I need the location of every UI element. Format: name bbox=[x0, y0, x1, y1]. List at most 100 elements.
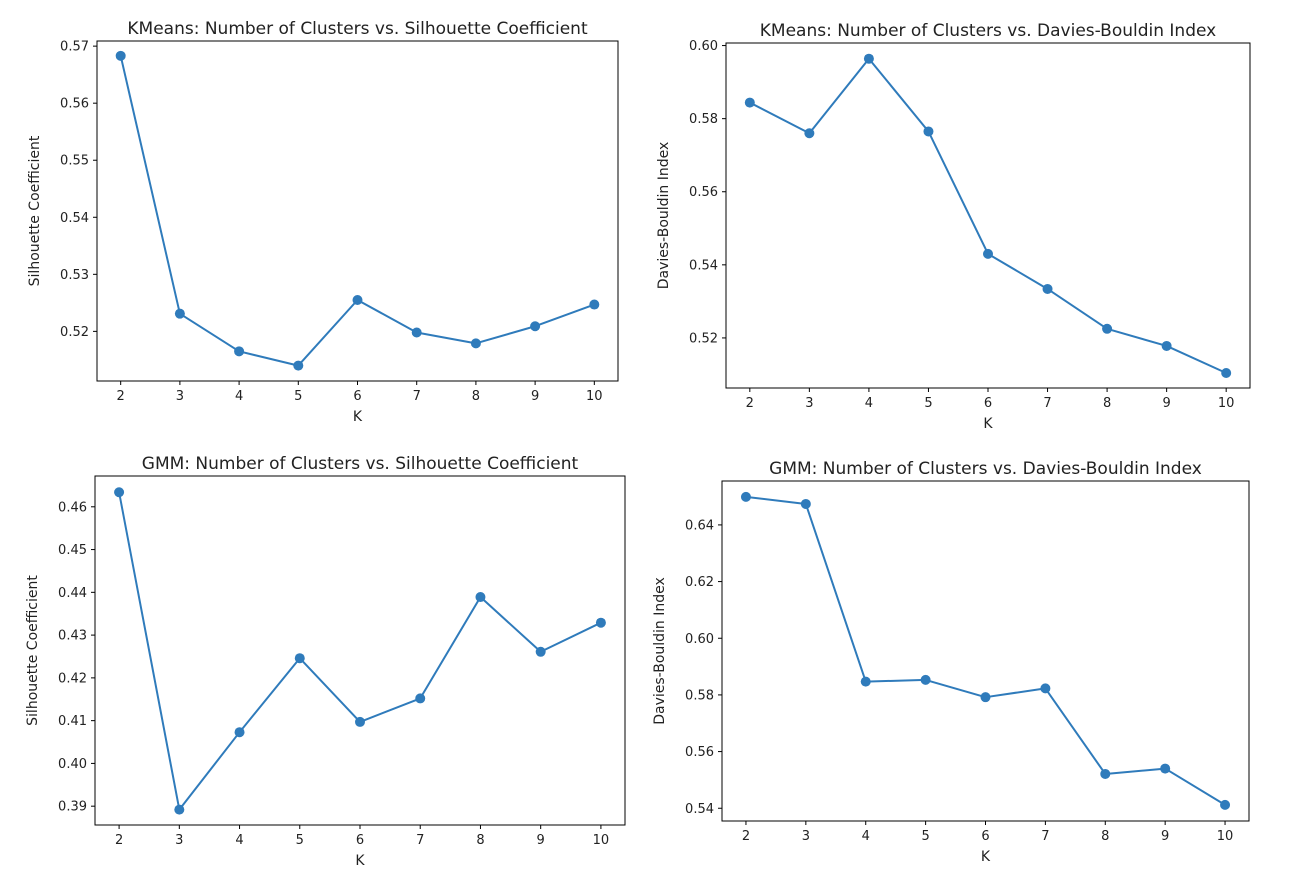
data-point bbox=[1160, 763, 1171, 774]
data-point bbox=[415, 693, 426, 704]
y-tick-label: 0.39 bbox=[58, 800, 87, 815]
data-point bbox=[980, 692, 991, 703]
data-point bbox=[293, 360, 304, 371]
x-tick-label: 4 bbox=[235, 389, 243, 404]
x-tick-label: 6 bbox=[353, 389, 361, 404]
y-tick-label: 0.58 bbox=[689, 112, 718, 127]
data-point bbox=[1042, 283, 1053, 294]
x-tick-label: 2 bbox=[742, 829, 750, 844]
data-point bbox=[1102, 323, 1113, 334]
data-point bbox=[355, 716, 365, 727]
chart-title: GMM: Number of Clusters vs. Davies-Bould… bbox=[769, 459, 1202, 479]
y-tick-label: 0.52 bbox=[689, 331, 718, 346]
x-tick-label: 7 bbox=[1041, 829, 1049, 844]
data-point bbox=[1100, 768, 1111, 779]
data-point bbox=[475, 592, 486, 603]
x-tick-label: 3 bbox=[802, 829, 810, 844]
x-tick-label: 4 bbox=[235, 833, 243, 848]
data-point bbox=[115, 50, 126, 61]
x-tick-label: 8 bbox=[476, 833, 484, 848]
data-point bbox=[589, 299, 600, 310]
x-axis-label: K bbox=[981, 849, 991, 865]
data-point bbox=[234, 727, 245, 738]
x-tick-label: 3 bbox=[805, 396, 813, 411]
data-point bbox=[530, 321, 541, 332]
x-tick-label: 5 bbox=[921, 829, 929, 844]
data-point bbox=[411, 327, 422, 338]
plot-frame bbox=[725, 42, 1251, 389]
x-tick-label: 2 bbox=[115, 833, 123, 848]
x-tick-label: 7 bbox=[1043, 396, 1051, 411]
x-tick-label: 5 bbox=[296, 833, 304, 848]
chart-panel-kmeans-silhouette: KMeans: Number of Clusters vs. Silhouett… bbox=[27, 19, 619, 425]
x-tick-label: 10 bbox=[593, 833, 610, 848]
y-tick-label: 0.40 bbox=[58, 757, 87, 772]
y-tick-label: 0.60 bbox=[685, 632, 714, 647]
series-line bbox=[119, 55, 595, 367]
series-line bbox=[118, 492, 602, 811]
data-point bbox=[1161, 340, 1172, 351]
y-tick-label: 0.60 bbox=[689, 39, 718, 54]
data-point bbox=[860, 676, 871, 687]
y-tick-label: 0.64 bbox=[685, 518, 714, 533]
y-tick-label: 0.44 bbox=[58, 586, 87, 601]
data-point bbox=[800, 498, 811, 509]
y-axis-label: Silhouette Coefficient bbox=[27, 135, 43, 286]
y-axis-label: Davies-Bouldin Index bbox=[656, 142, 672, 290]
plot-frame bbox=[96, 40, 619, 382]
y-tick-label: 0.56 bbox=[689, 185, 718, 200]
y-tick-label: 0.54 bbox=[689, 258, 718, 273]
y-tick-label: 0.58 bbox=[685, 688, 714, 703]
y-tick-label: 0.41 bbox=[58, 714, 87, 729]
chart-panel-gmm-davies-bouldin: GMM: Number of Clusters vs. Davies-Bould… bbox=[652, 459, 1250, 865]
chart-title: KMeans: Number of Clusters vs. Silhouett… bbox=[127, 19, 588, 39]
x-tick-label: 7 bbox=[416, 833, 424, 848]
x-tick-label: 5 bbox=[294, 389, 302, 404]
y-tick-label: 0.42 bbox=[58, 671, 87, 686]
data-point bbox=[234, 346, 245, 357]
x-tick-label: 9 bbox=[531, 389, 539, 404]
x-tick-label: 6 bbox=[984, 396, 992, 411]
x-tick-label: 6 bbox=[981, 829, 989, 844]
x-axis-label: K bbox=[983, 416, 993, 432]
y-tick-label: 0.54 bbox=[60, 211, 89, 226]
y-tick-label: 0.53 bbox=[60, 268, 89, 283]
y-tick-label: 0.56 bbox=[60, 97, 89, 112]
x-tick-label: 7 bbox=[413, 389, 421, 404]
data-point bbox=[114, 487, 125, 498]
x-tick-label: 2 bbox=[746, 396, 754, 411]
y-tick-label: 0.43 bbox=[58, 629, 87, 644]
data-point bbox=[595, 617, 606, 628]
x-tick-label: 6 bbox=[356, 833, 364, 848]
x-tick-label: 8 bbox=[1101, 829, 1109, 844]
data-point bbox=[1221, 368, 1232, 379]
series-line bbox=[745, 495, 1226, 806]
y-tick-label: 0.45 bbox=[58, 543, 87, 558]
x-tick-label: 4 bbox=[862, 829, 870, 844]
data-point bbox=[174, 308, 185, 319]
x-tick-label: 9 bbox=[537, 833, 545, 848]
data-point bbox=[352, 294, 363, 305]
x-axis-label: K bbox=[355, 853, 365, 869]
x-tick-label: 4 bbox=[865, 396, 873, 411]
data-point bbox=[923, 126, 934, 137]
data-point bbox=[535, 646, 546, 657]
series-line bbox=[749, 57, 1227, 374]
x-tick-label: 10 bbox=[586, 389, 603, 404]
x-tick-label: 10 bbox=[1217, 829, 1234, 844]
chart-title: KMeans: Number of Clusters vs. Davies-Bo… bbox=[760, 21, 1216, 41]
x-tick-label: 2 bbox=[117, 389, 125, 404]
x-tick-label: 3 bbox=[176, 389, 184, 404]
y-tick-label: 0.46 bbox=[58, 500, 87, 515]
x-tick-label: 3 bbox=[175, 833, 183, 848]
x-tick-label: 9 bbox=[1162, 396, 1170, 411]
y-tick-label: 0.54 bbox=[685, 802, 714, 817]
y-tick-label: 0.57 bbox=[60, 40, 89, 55]
x-tick-label: 10 bbox=[1218, 396, 1235, 411]
data-point bbox=[470, 338, 481, 349]
x-tick-label: 8 bbox=[1103, 396, 1111, 411]
y-tick-label: 0.56 bbox=[685, 745, 714, 760]
data-point bbox=[294, 653, 305, 664]
data-point bbox=[744, 97, 755, 108]
